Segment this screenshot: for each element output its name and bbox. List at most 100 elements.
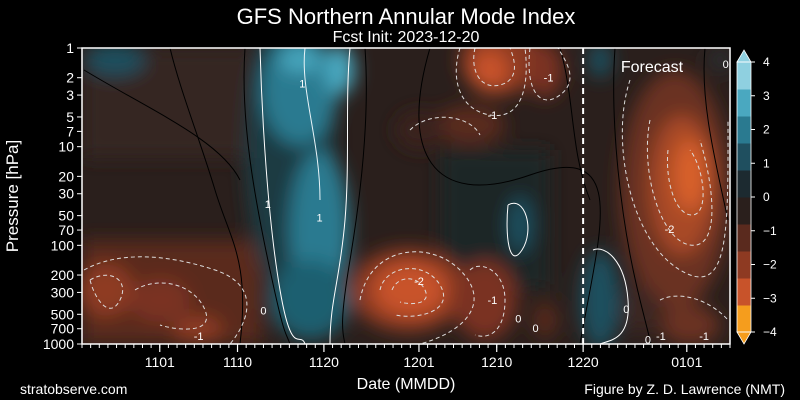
contour-one [259,48,306,344]
contour-neg [659,295,729,321]
y-tick-label: 500 [51,306,75,322]
chart-title: GFS Northern Annular Mode Index [237,4,576,29]
y-tick-label: 700 [51,321,75,337]
y-tick-label: 1000 [43,336,74,352]
contour-zero [613,48,656,344]
contour-zero [83,69,241,181]
y-tick-label: 70 [58,222,74,238]
colorbar-tick-label: 3 [763,89,770,103]
contour-label: 0 [533,323,539,335]
x-tick-label: 1210 [481,354,512,370]
contour-label: 0 [645,334,651,346]
x-tick-label: 1220 [568,354,599,370]
contour-neg [379,268,444,317]
contour-neg [528,48,571,101]
contour-zero [703,48,729,221]
colorbar-tick-label: 2 [763,123,770,137]
colorbar-band [737,251,751,279]
colorbar-tick-label: −3 [763,291,777,305]
contour-neg [666,149,704,216]
y-tick-label: 50 [58,208,74,224]
colorbar-tick-label: −4 [763,325,777,339]
x-tick-label: 0101 [671,354,702,370]
contour-zero [169,48,244,344]
x-axis-label: Date (MMDD) [357,376,456,393]
colorbar-extend-bottom [736,331,752,345]
y-tick-label: 200 [51,267,75,283]
colorbar-tick-label: 0 [763,190,770,204]
contour-neg [359,251,475,344]
y-tick-label: 300 [51,284,75,300]
contour-neg [455,48,527,117]
contour-neg [621,79,729,278]
x-tick-label: 1120 [309,354,339,370]
contour-label: -1 [488,295,498,307]
y-tick-label: 20 [58,168,74,184]
contour-label: -1 [194,331,204,343]
y-tick-label: 7 [66,123,74,139]
colorbar-band [737,197,751,225]
colorbar-band [737,89,751,117]
y-tick-label: 10 [58,139,74,155]
colorbar-extend-top [736,49,752,63]
contour-label: -1 [656,331,666,343]
y-tick-label: 3 [66,87,74,103]
x-axis: 1101 1110 1120 1201 1210 1220 0101 [81,344,731,370]
colorbar-band [737,62,751,90]
colorbar: 4 3 2 1 0 −1 −2 −3 −4 [736,49,777,345]
forecast-label: Forecast [621,59,684,76]
contour-two [303,48,321,201]
contour-one [329,48,351,344]
x-tick-label: 1101 [145,354,175,370]
contour-neg [83,256,248,344]
contour-neg [391,278,427,304]
contour-label: -2 [665,224,675,236]
footer-site: stratobserve.com [20,381,127,397]
contour-one [592,248,629,344]
y-tick-label: 100 [51,237,75,253]
field-blobs [82,48,730,344]
plot-frame [81,47,731,345]
colorbar-band [737,116,751,144]
y-tick-label: 1 [66,40,74,56]
contour-neg [646,119,713,246]
colorbar-tick-label: −1 [763,224,777,238]
colorbar-tick-label: −2 [763,258,777,272]
y-axis-label: Pressure [hPa] [3,140,22,252]
contour-neg [89,274,124,309]
contour-one [506,202,529,257]
colorbar-tick-label: 1 [763,156,770,170]
colorbar-band [737,143,751,171]
chart-subtitle: Fcst Init: 2023-12-20 [333,29,480,46]
colorbar-band [737,224,751,252]
contour-label: 1 [265,199,271,211]
y-tick-label: 2 [66,70,74,86]
y-tick-label: 30 [58,186,74,202]
contour-label: 0 [723,59,729,71]
contour-label: -1 [699,331,709,343]
contour-label: 0 [515,313,521,325]
contour-neg [469,265,506,337]
contour-neg [409,116,481,136]
contour-zero [342,48,367,344]
contour-label: -1 [488,110,498,122]
contour-zero [243,48,291,344]
contour-label: 1 [317,212,323,224]
x-tick-label: 1110 [223,354,252,370]
contour-label: 1 [299,79,305,91]
colorbar-band [737,305,751,333]
contour-label: -1 [544,73,554,85]
x-tick-label: 1201 [403,354,434,370]
contour-label: 0 [260,306,266,318]
y-tick-label: 5 [66,109,74,125]
contour-label: 0 [623,304,629,316]
contour-neg [473,48,515,87]
contours [83,48,729,344]
footer-credit: Figure by Z. D. Lawrence (NMT) [584,381,785,397]
colorbar-band [737,170,751,198]
contour-label: -2 [414,276,424,288]
